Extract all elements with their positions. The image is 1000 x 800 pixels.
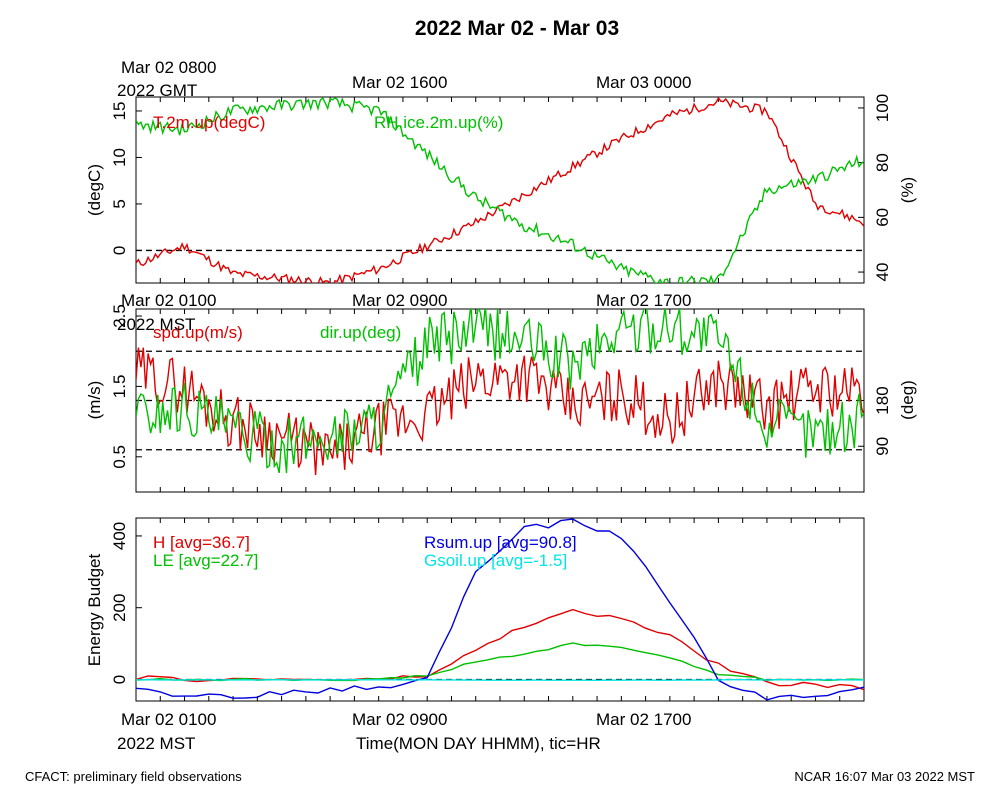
y-tick-label-right: 40 [873, 263, 892, 282]
series-label-temperature: T.2m.up(degC) [153, 113, 265, 132]
top-timezone-label: 2022 GMT [117, 81, 197, 100]
y-axis-label-left: (degC) [85, 164, 104, 216]
footer-timestamp: NCAR 16:07 Mar 03 2022 MST [794, 769, 975, 784]
series-rsum-up [136, 518, 864, 701]
series-label-wind-direction: dir.up(deg) [320, 323, 401, 342]
series-label-wind-speed: spd.up(m/s) [153, 323, 243, 342]
legend-h: H [avg=36.7] [153, 533, 250, 552]
y-axis-label-right: (deg) [898, 380, 917, 420]
y-tick-label-right: 180 [873, 386, 892, 414]
humidity-series [136, 97, 864, 283]
top-time-label: Mar 03 0000 [596, 73, 691, 92]
y-tick-label-left: 1.5 [110, 375, 129, 399]
series-h [136, 608, 864, 691]
series-label-humidity: RH.ice.2m.up(%) [374, 113, 503, 132]
temperature-humidity-panel: 0 5 10 15 40 60 80 100 T.2m.up(degC) RH.ice.2m.up… [85, 58, 917, 284]
y-tick-label-left: 200 [110, 594, 129, 622]
bottom-time-label: Mar 02 0900 [352, 710, 447, 729]
footer-note: CFACT: preliminary field observations [25, 769, 242, 784]
y-tick-label-left: 15 [110, 101, 129, 120]
y-tick-label-left: 2.5 [110, 304, 129, 328]
top-time-label: Mar 02 0100 [121, 291, 216, 310]
y-tick-label-right: 80 [873, 153, 892, 172]
y-axis-label-left: (m/s) [85, 381, 104, 420]
top-time-label: Mar 02 0800 [121, 58, 216, 77]
legend-gsoil-up: Gsoil.up [avg=-1.5] [424, 551, 567, 570]
top-time-label: Mar 02 0900 [352, 291, 447, 310]
chart-title: 2022 Mar 02 - Mar 03 [415, 17, 619, 40]
legend-rsum-up: Rsum.up [avg=90.8] [424, 533, 577, 552]
y-tick-label-right: 90 [873, 437, 892, 456]
wind-direction-series [136, 309, 864, 474]
wind-panel: 0.5 1.5 2.5 90 180 spd.up(m/s) dir.up(deg) (m/s… [85, 291, 917, 493]
y-tick-label-left: 0 [110, 246, 129, 255]
y-tick-label-left: 400 [110, 522, 129, 550]
y-tick-label-left: 10 [110, 148, 129, 167]
y-tick-label-right: 100 [873, 94, 892, 122]
bottom-timezone-label: 2022 MST [117, 734, 195, 753]
y-axis-label-left: Energy Budget [85, 553, 104, 666]
top-time-label: Mar 02 1600 [352, 73, 447, 92]
series-gsoil-up [136, 678, 864, 682]
y-tick-label-right: 60 [873, 208, 892, 227]
series-le [136, 642, 864, 682]
temperature-series [136, 97, 864, 283]
bottom-time-label: Mar 02 1700 [596, 710, 691, 729]
legend-le: LE [avg=22.7] [153, 551, 258, 570]
y-tick-label-left: 0.5 [110, 445, 129, 469]
top-time-label: Mar 02 1700 [596, 291, 691, 310]
x-axis-label: Time(MON DAY HHMM), tic=HR [356, 734, 601, 753]
energy-budget-panel: 0 200 400 H [avg=36.7]LE [avg=22.7] Rsum.up … [85, 517, 865, 753]
top-timezone-label: 2022 MST [117, 315, 195, 334]
y-tick-label-left: 5 [110, 199, 129, 208]
wind-speed-series [136, 347, 864, 476]
y-tick-label-left: 0 [110, 675, 129, 684]
y-axis-label-right: (%) [898, 177, 917, 203]
bottom-time-label: Mar 02 0100 [121, 710, 216, 729]
